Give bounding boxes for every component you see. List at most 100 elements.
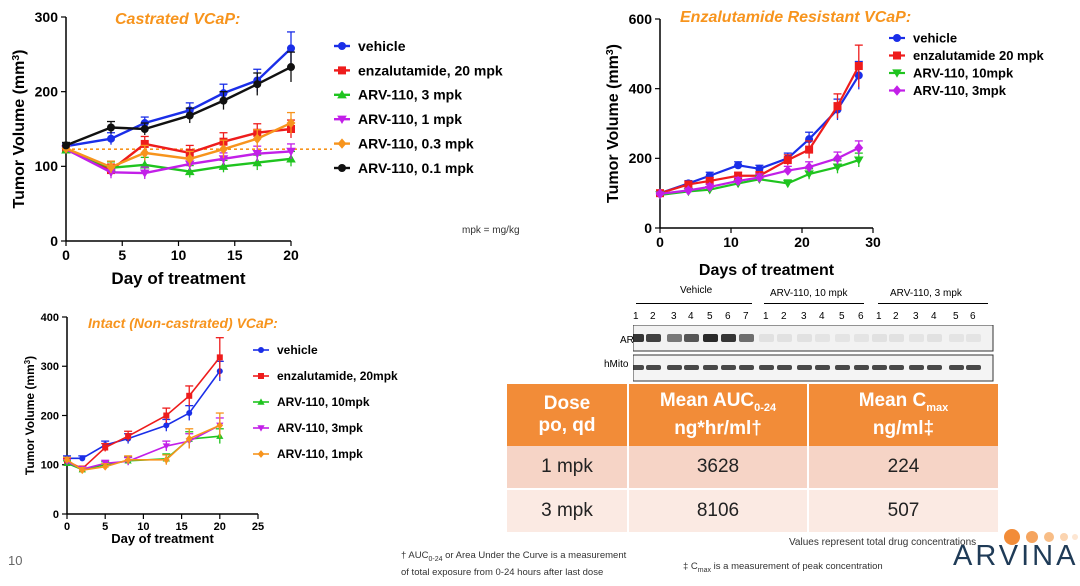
legend-label: vehicle [277,343,318,357]
blot-group-line-vehicle [636,303,752,304]
arvinas-logo: ARVINAS [953,540,1080,572]
y-tick-label: 100 [35,158,59,174]
y-tick-label: 0 [50,233,58,249]
data-point [286,117,296,129]
data-point [102,444,109,451]
legend-marker [258,347,264,353]
arvinas-logo-dots [1004,529,1078,545]
legend-label: enzalutamide 20 mpk [913,48,1045,63]
x-axis-label: Days of treatment [699,262,835,279]
auc-footnote: † AUC0-24 or Area Under the Curve is a m… [401,550,627,578]
data-point [684,180,693,189]
data-point [219,96,228,105]
data-point [184,166,195,176]
ar-band [872,334,887,342]
legend-label: ARV-110, 1mpk [277,447,363,461]
legend-label: ARV-110, 10mpk [277,395,370,409]
chart-title: Enzalutamide Resistant VCaP: [680,9,911,26]
x-tick-label: 25 [252,521,264,533]
x-tick-label: 10 [723,234,739,250]
blot-lane-label: 2 [650,311,656,322]
x-tick-label: 5 [102,521,108,533]
blot-row-hmito-label: hMito [604,359,629,370]
series-line [67,370,221,460]
pk-table-header: Dose po, qd Mean AUC0-24 ng*hr/ml† Mean Cm… [507,384,998,446]
data-point [216,354,223,361]
blot-group-line-arv-3 [878,303,988,304]
data-point [140,125,149,133]
hmito-band [646,365,661,370]
blot-lane-label: 6 [858,311,864,322]
blot-lane-label: 4 [931,311,937,322]
blot-lane-label: 6 [725,311,731,322]
legend-marker [892,85,902,96]
ar-band [777,334,792,342]
cmax-footnote: ‡ Cmax is a measurement of peak concentr… [683,561,883,574]
y-axis-label: Tumor Volume (mm3) [23,356,38,475]
hmito-band [703,365,718,370]
data-point [705,181,715,193]
data-point [185,434,193,443]
blot-group-line-arv-10 [764,303,864,304]
blot-lane-label: 4 [688,311,694,322]
data-point [79,455,86,462]
ar-band [889,334,904,342]
x-tick-label: 15 [227,247,243,263]
blot-row-ar-label: AR [620,335,634,346]
x-tick-label: 15 [175,521,187,533]
data-point [101,462,109,471]
data-point [218,155,229,164]
col-auc: Mean AUC0-24 ng*hr/ml† [628,384,809,446]
x-tick-label: 20 [794,234,810,250]
data-point [219,143,228,155]
x-tick-label: 5 [118,247,126,263]
data-point [163,455,170,464]
chart-title: Intact (Non-castrated) VCaP: [88,315,278,331]
data-point [287,44,295,53]
ar-band [949,334,964,342]
blot-lane-label: 1 [763,311,769,322]
legend-marker [257,425,265,432]
data-point [186,410,193,417]
data-point [287,63,295,72]
hmito-band [854,365,869,370]
ar-band [633,334,644,342]
data-point [107,123,115,132]
data-point [185,111,194,120]
series-enzalutamide-20mpk [63,337,224,472]
data-point [733,175,743,187]
hmito-band [872,365,887,370]
data-point [854,156,864,165]
data-point [755,172,764,183]
data-point [804,170,814,179]
data-point [286,147,296,157]
series-enzalutamide-20-mpk [62,119,295,177]
data-point [805,145,814,154]
data-point [854,62,863,71]
legend-label: ARV-110, 3mpk [277,421,363,435]
blot-lane-label: 7 [743,311,749,322]
legend-marker [337,90,347,99]
hmito-band [759,365,774,370]
table-row: 3 mpk 8106 507 [507,490,998,532]
legend-label: ARV-110, 3 mpk [358,87,462,103]
ar-band [835,334,850,342]
data-point [252,150,263,159]
data-point [124,455,132,464]
blot-lane-label: 5 [707,311,713,322]
data-point [62,141,70,150]
data-point [163,412,170,419]
legend-label: enzalutamide, 20 mpk [358,62,503,78]
table-row: 1 mpk 3628 224 [507,446,998,488]
hmito-band [721,365,736,370]
legend-label: ARV-110, 1 mpk [358,111,462,127]
blot-lane-label: 2 [781,311,787,322]
blot-lane-label: 3 [671,311,677,322]
blot-group-arv-3: ARV-110, 3 mpk [890,288,962,299]
data-point [734,161,743,170]
data-point [139,169,150,178]
ar-band [966,334,981,342]
legend-marker [893,51,901,60]
legend-label: vehicle [913,31,957,46]
data-point [253,80,262,89]
